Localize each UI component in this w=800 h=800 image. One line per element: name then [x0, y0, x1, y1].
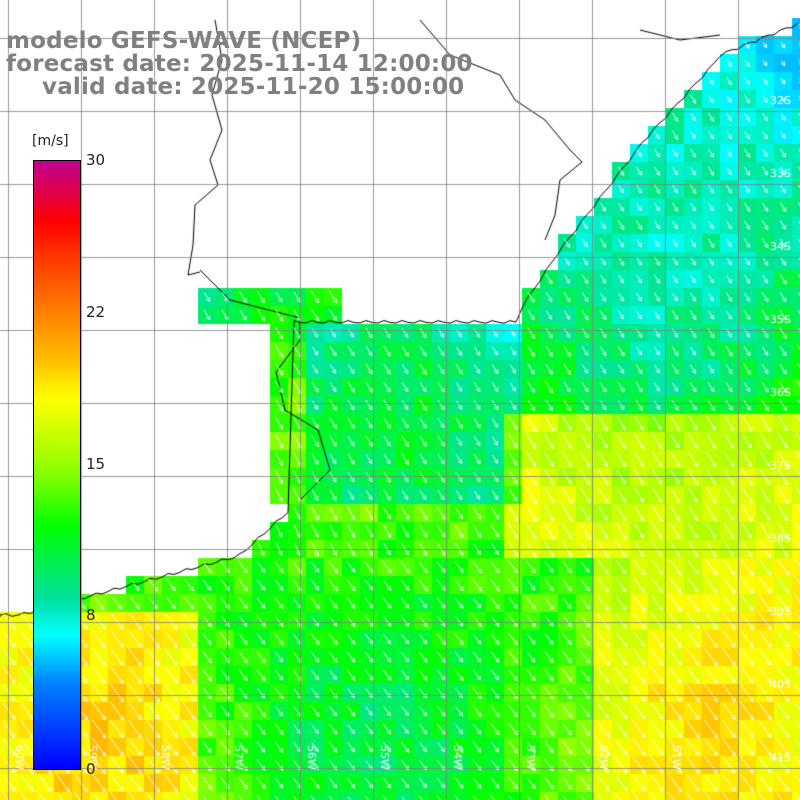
colorbar-tick-15: 15 [86, 455, 106, 473]
colorbar-tick-22: 22 [86, 303, 106, 321]
colorbar [33, 160, 81, 770]
colorbar-tick-30: 30 [86, 151, 106, 169]
colorbar-unit-label: [m/s] [32, 133, 69, 149]
colorbar-tick-0: 0 [86, 760, 96, 778]
colorbar-tick-8: 8 [86, 606, 96, 624]
